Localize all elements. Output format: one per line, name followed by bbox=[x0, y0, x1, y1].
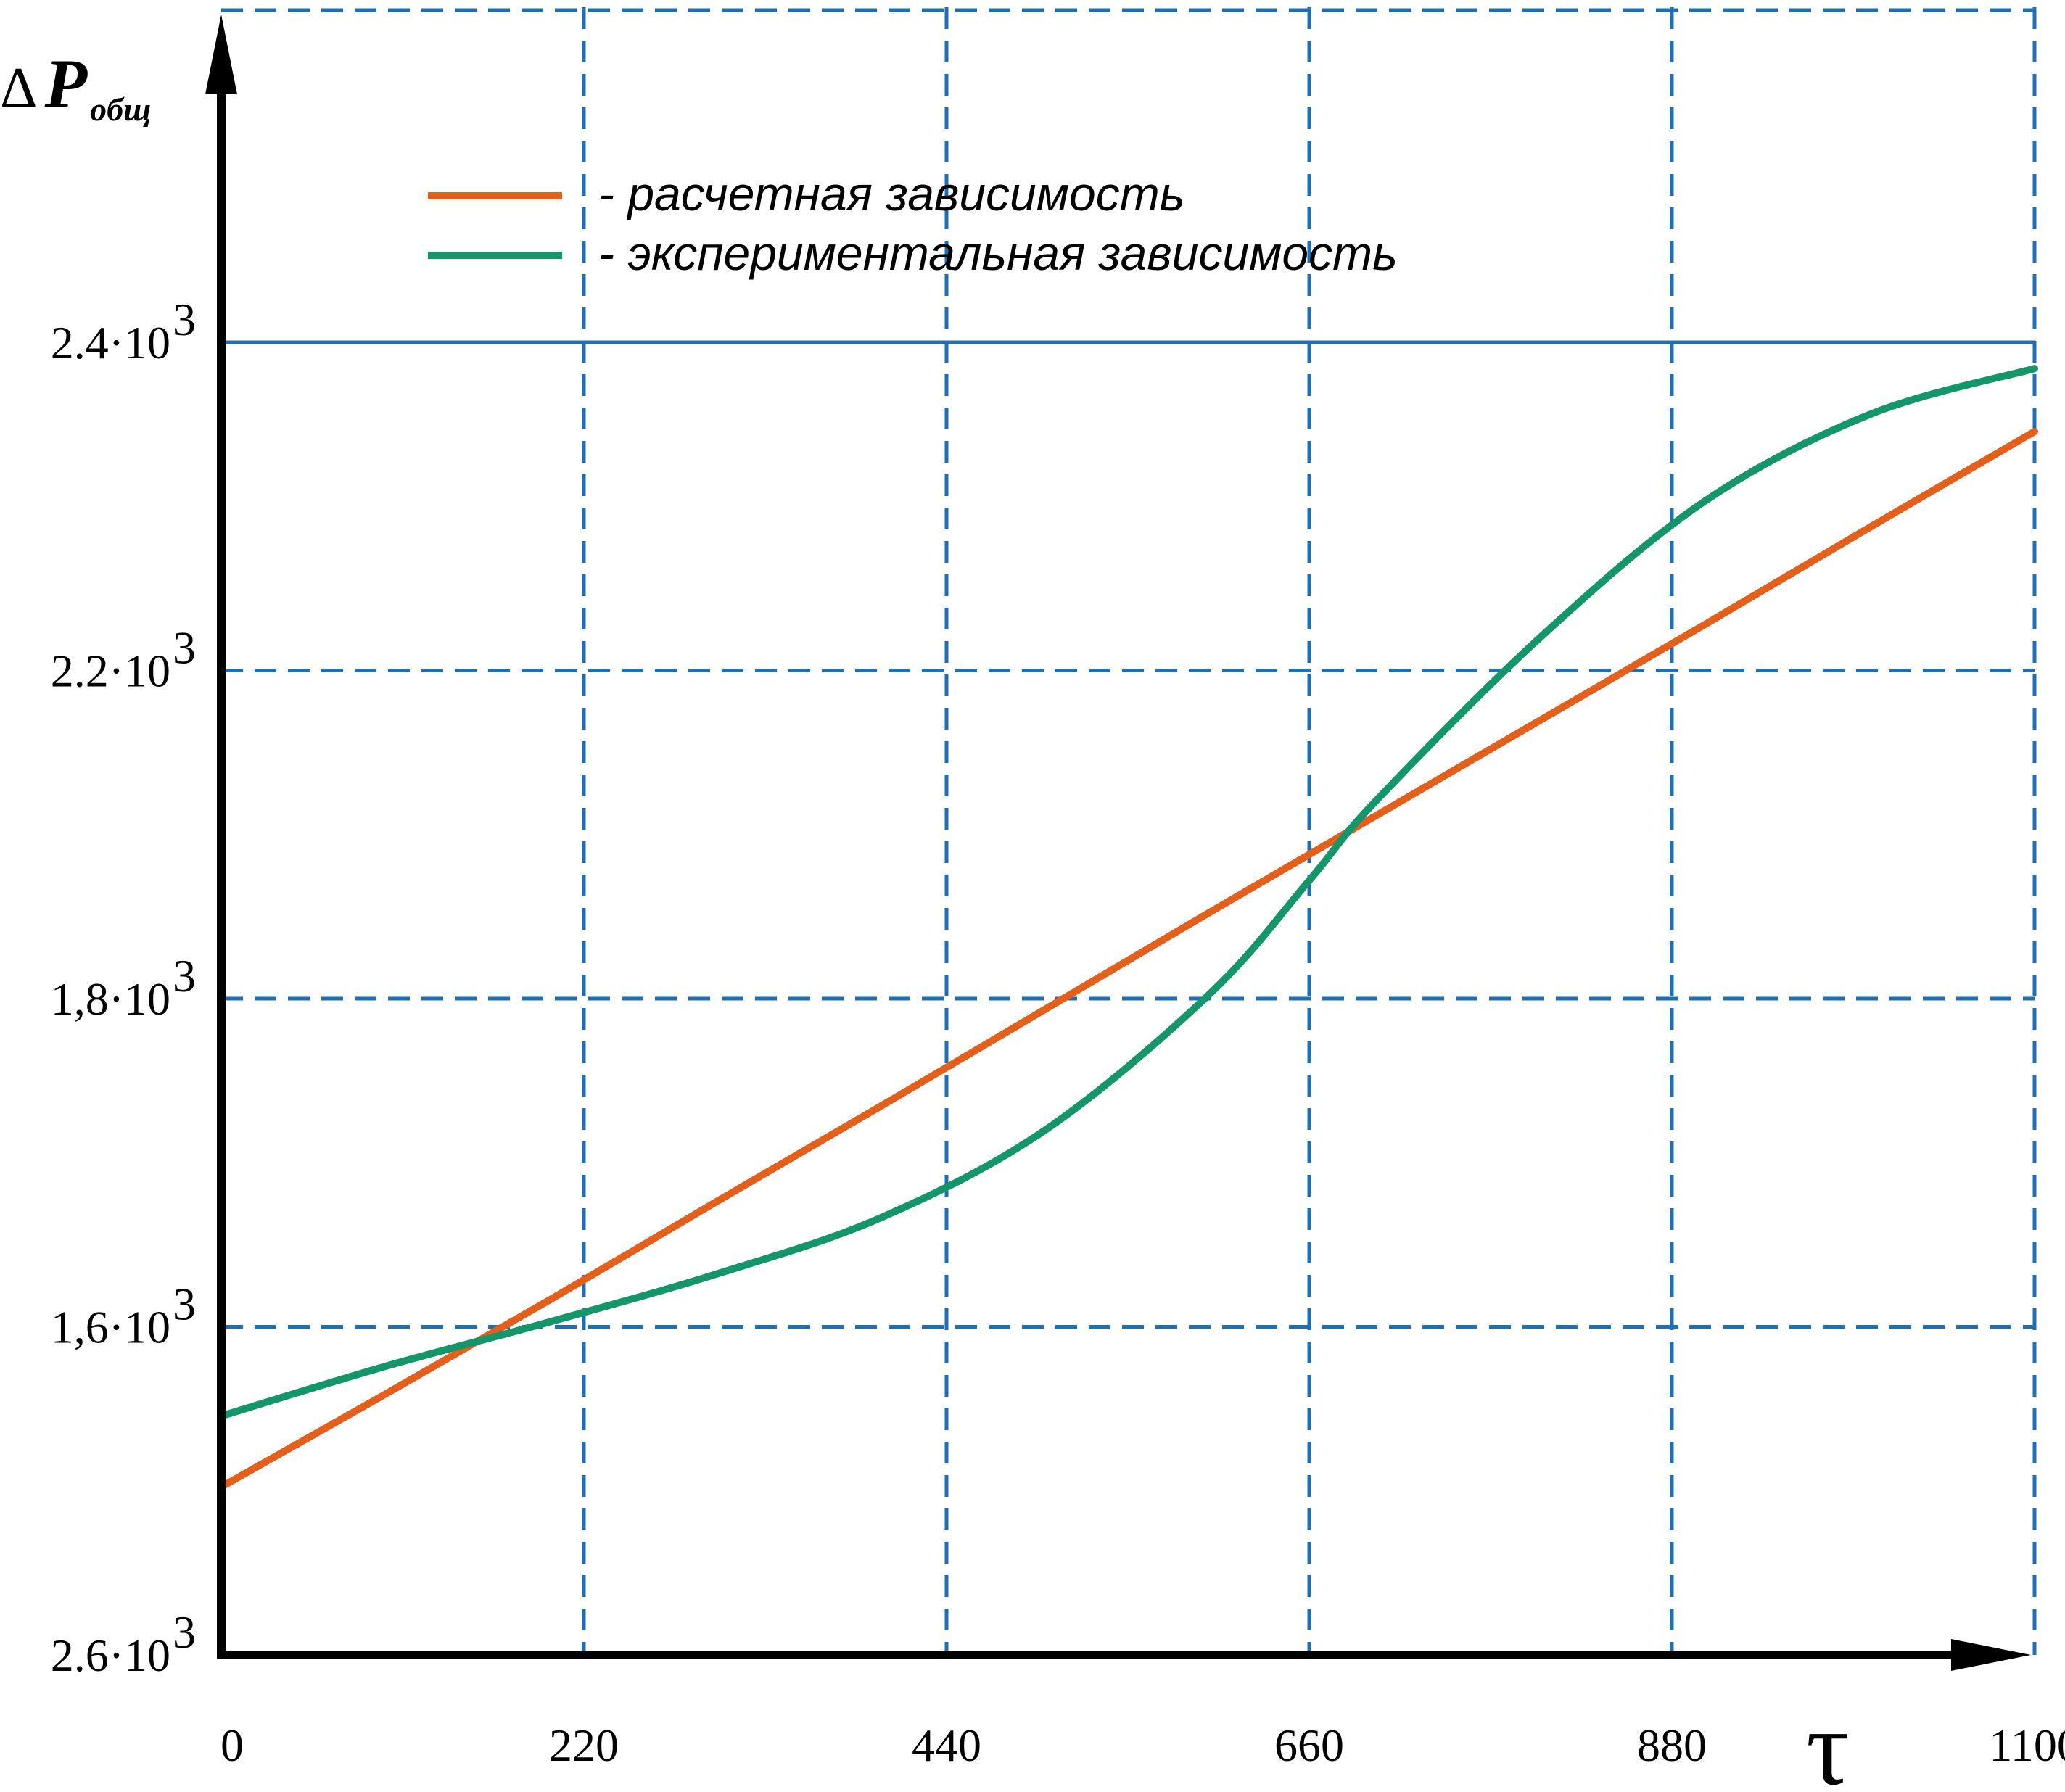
y-tick-exponent: 3 bbox=[173, 950, 196, 1002]
axes bbox=[205, 15, 2031, 1671]
y-tick-label: 2.6·10 bbox=[51, 1630, 170, 1681]
y-axis-arrow bbox=[205, 15, 237, 94]
tick-labels: 022044066088011002.6·1031,6·1031,8·1032.… bbox=[51, 294, 2065, 1771]
x-tick-label: 880 bbox=[1637, 1719, 1707, 1771]
y-tick-label: 1,6·10 bbox=[51, 1302, 170, 1353]
x-axis-title: τ bbox=[1806, 1688, 1850, 1792]
y-axis-title: Δ P общ bbox=[0, 45, 151, 128]
x-tick-label: 660 bbox=[1274, 1719, 1344, 1771]
y-tick-label: 2.2·10 bbox=[51, 645, 170, 697]
x-tick-label: 220 bbox=[549, 1719, 619, 1771]
x-tick-label: 1100 bbox=[1989, 1719, 2065, 1771]
y-tick-exponent: 3 bbox=[173, 1606, 196, 1658]
y-tick-exponent: 3 bbox=[173, 1279, 196, 1330]
legend-label-experimental: - экспериментальная зависимость bbox=[598, 226, 1398, 280]
legend: - расчетная зависимость - эксперименталь… bbox=[428, 167, 1398, 280]
x-tick-label: 0 bbox=[220, 1719, 244, 1771]
y-tick-label: 1,8·10 bbox=[51, 973, 170, 1025]
series-line-calculated bbox=[221, 428, 2038, 1491]
y-tick-label: 2.4·10 bbox=[51, 317, 170, 368]
y-tick-exponent: 3 bbox=[173, 294, 196, 345]
y-axis-title-subscript: общ bbox=[90, 91, 151, 128]
y-axis-title-symbol: Δ bbox=[0, 57, 37, 120]
grid bbox=[221, 7, 2037, 1655]
legend-label-calculated: - расчетная зависимость bbox=[598, 167, 1184, 220]
x-tick-label: 440 bbox=[912, 1719, 981, 1771]
series-layer bbox=[221, 365, 2038, 1491]
x-axis-arrow bbox=[1951, 1639, 2031, 1671]
series-line-experimental bbox=[221, 365, 2038, 1420]
y-axis-title-main: P bbox=[44, 45, 88, 123]
y-tick-exponent: 3 bbox=[173, 622, 196, 674]
